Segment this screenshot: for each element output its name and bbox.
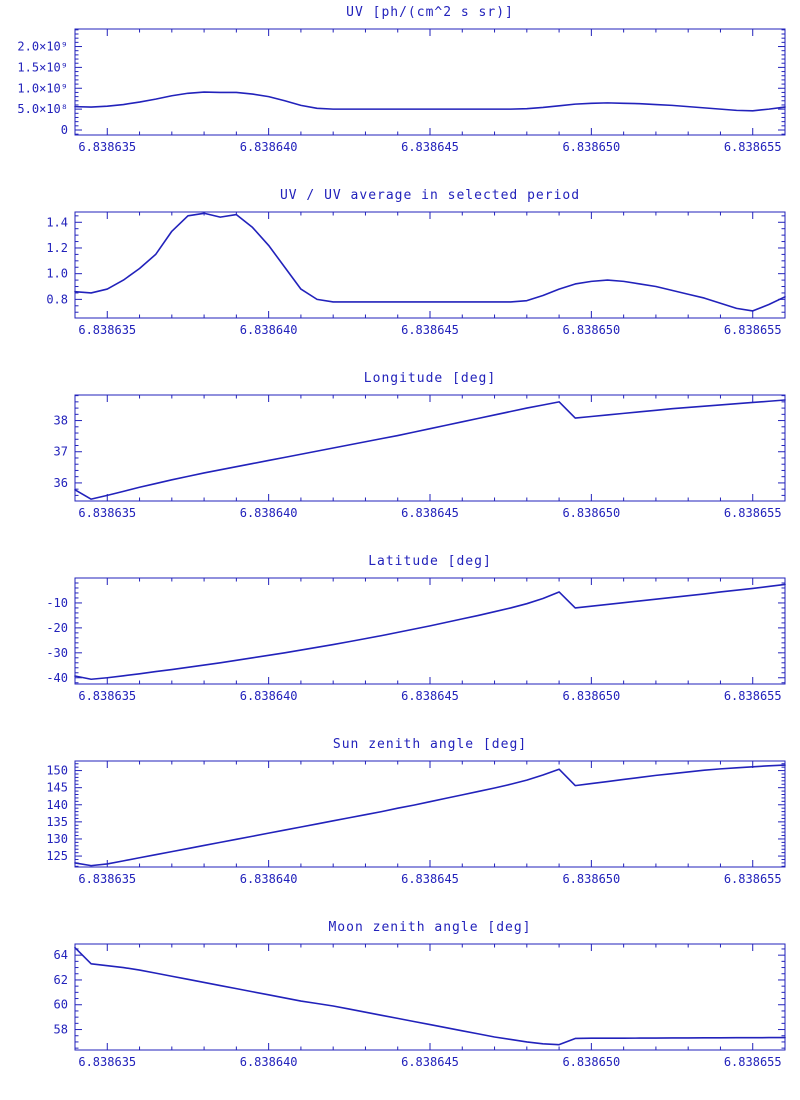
svg-text:6.838655: 6.838655: [724, 689, 782, 703]
svg-text:1.0: 1.0: [46, 267, 68, 281]
svg-text:130: 130: [46, 832, 68, 846]
svg-text:6.838650: 6.838650: [562, 689, 620, 703]
svg-text:6.838640: 6.838640: [240, 689, 298, 703]
plot-title-moon-zenith: Moon zenith angle [deg]: [328, 920, 532, 935]
svg-text:125: 125: [46, 849, 68, 863]
svg-text:36: 36: [54, 476, 68, 490]
svg-text:6.838645: 6.838645: [401, 506, 459, 520]
svg-text:6.838640: 6.838640: [240, 140, 298, 154]
svg-text:145: 145: [46, 781, 68, 795]
svg-text:-10: -10: [46, 596, 68, 610]
plot-title-latitude: Latitude [deg]: [368, 554, 492, 569]
svg-text:6.838635: 6.838635: [78, 872, 136, 886]
svg-text:6.838635: 6.838635: [78, 1055, 136, 1069]
svg-text:6.838640: 6.838640: [240, 323, 298, 337]
svg-text:6.838635: 6.838635: [78, 689, 136, 703]
plot-sun-zenith: 6.838635 6.838640 6.838645 6.838650 6.838655…: [46, 760, 786, 886]
svg-text:6.838655: 6.838655: [724, 323, 782, 337]
plot-latitude: 6.838635 6.838640 6.838645 6.838650 6.838655…: [46, 577, 786, 703]
svg-text:0: 0: [61, 123, 68, 137]
plot-title-uv: UV [ph/(cm^2 s sr)]: [346, 5, 514, 20]
svg-text:6.838650: 6.838650: [562, 323, 620, 337]
svg-text:5.0×10⁸: 5.0×10⁸: [17, 102, 68, 116]
svg-text:6.838655: 6.838655: [724, 872, 782, 886]
svg-text:38: 38: [54, 414, 68, 428]
svg-text:60: 60: [54, 998, 68, 1012]
svg-text:-20: -20: [46, 621, 68, 635]
chart-panel-uv-ratio: UV / UV average in selected period 6.838…: [0, 183, 800, 366]
svg-text:1.0×10⁹: 1.0×10⁹: [17, 81, 68, 95]
plot-title-uv-ratio: UV / UV average in selected period: [279, 188, 581, 203]
svg-text:6.838645: 6.838645: [401, 1055, 459, 1069]
svg-text:6.838635: 6.838635: [78, 323, 136, 337]
svg-text:6.838655: 6.838655: [724, 1055, 782, 1069]
svg-text:37: 37: [54, 445, 68, 459]
svg-text:6.838645: 6.838645: [401, 140, 459, 154]
svg-text:1.5×10⁹: 1.5×10⁹: [17, 60, 68, 74]
svg-text:6.838655: 6.838655: [724, 140, 782, 154]
chart-panel-uv: UV [ph/(cm^2 s sr)] 6.838635 6.838640 6.83…: [0, 0, 800, 183]
svg-text:6.838640: 6.838640: [240, 506, 298, 520]
plot-title-sun-zenith: Sun zenith angle [deg]: [332, 737, 528, 752]
svg-text:6.838635: 6.838635: [78, 140, 136, 154]
plot-uv: 6.838635 6.838640 6.838645 6.838650 6.838655…: [17, 28, 786, 154]
chart-panel-moon-zenith: Moon zenith angle [deg] 6.838635 6.838640…: [0, 915, 800, 1098]
chart-panel-longitude: Longitude [deg] 6.838635 6.838640 6.838645…: [0, 366, 800, 549]
svg-text:6.838650: 6.838650: [562, 140, 620, 154]
svg-text:62: 62: [54, 973, 68, 987]
svg-text:6.838645: 6.838645: [401, 323, 459, 337]
svg-text:2.0×10⁹: 2.0×10⁹: [17, 40, 68, 54]
svg-text:135: 135: [46, 815, 68, 829]
svg-text:140: 140: [46, 798, 68, 812]
svg-text:6.838635: 6.838635: [78, 506, 136, 520]
svg-text:150: 150: [46, 764, 68, 778]
plot-moon-zenith: 6.838635 6.838640 6.838645 6.838650 6.838655…: [54, 943, 786, 1069]
svg-text:1.4: 1.4: [46, 215, 68, 229]
svg-text:6.838650: 6.838650: [562, 1055, 620, 1069]
svg-text:-30: -30: [46, 646, 68, 660]
chart-panel-latitude: Latitude [deg] 6.838635 6.838640 6.838645 6…: [0, 549, 800, 732]
plot-uv-ratio: 6.838635 6.838640 6.838645 6.838650 6.838655…: [46, 211, 786, 337]
svg-text:0.8: 0.8: [46, 292, 68, 306]
chart-panel-sun-zenith: Sun zenith angle [deg] 6.838635 6.838640 6…: [0, 732, 800, 915]
svg-text:1.2: 1.2: [46, 241, 68, 255]
svg-text:6.838645: 6.838645: [401, 872, 459, 886]
svg-text:6.838640: 6.838640: [240, 1055, 298, 1069]
svg-text:6.838650: 6.838650: [562, 872, 620, 886]
svg-text:64: 64: [54, 948, 68, 962]
plot-longitude: 6.838635 6.838640 6.838645 6.838650 6.838655…: [54, 394, 786, 520]
svg-text:6.838655: 6.838655: [724, 506, 782, 520]
plot-title-longitude: Longitude [deg]: [363, 371, 497, 386]
svg-text:6.838650: 6.838650: [562, 506, 620, 520]
svg-text:58: 58: [54, 1023, 68, 1037]
svg-text:-40: -40: [46, 671, 68, 685]
svg-text:6.838640: 6.838640: [240, 872, 298, 886]
svg-text:6.838645: 6.838645: [401, 689, 459, 703]
